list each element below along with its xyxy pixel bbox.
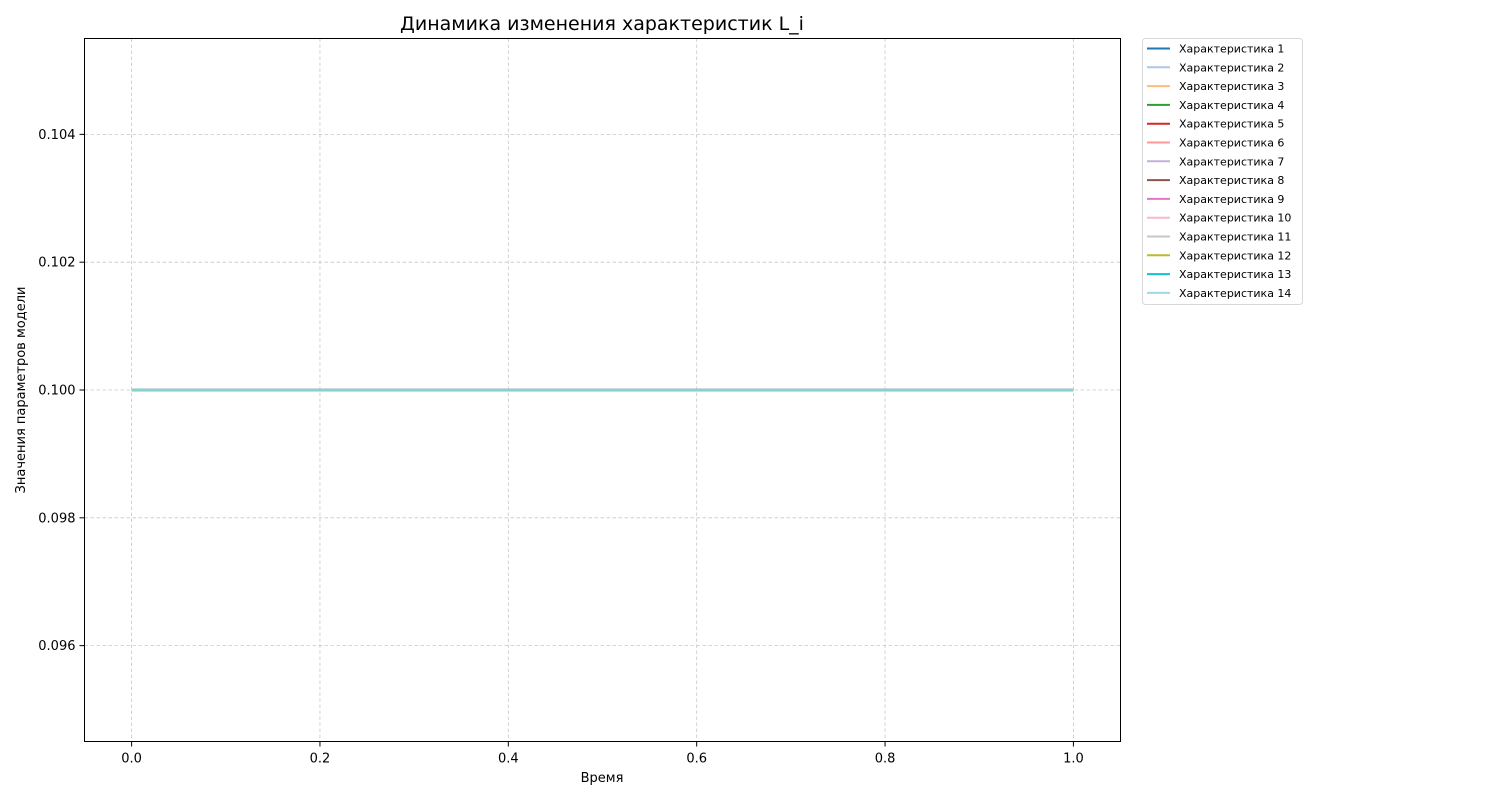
x-axis-ticks: 0.0 0.2 0.4 0.6 0.8 1.0 — [121, 741, 1084, 767]
x-tick-label: 1.0 — [1063, 752, 1084, 767]
legend-frame — [1142, 38, 1303, 305]
legend-label: Характеристика 13 — [1179, 268, 1291, 281]
legend-label: Характеристика 14 — [1179, 287, 1291, 300]
legend-label: Характеристика 11 — [1179, 231, 1291, 244]
legend-label: Характеристика 12 — [1179, 249, 1291, 262]
legend: Характеристика 1 Характеристика 2 Характер… — [1142, 38, 1303, 305]
y-tick-label: 0.098 — [38, 511, 75, 526]
y-axis-ticks: 0.096 0.098 0.100 0.102 0.104 — [38, 128, 85, 654]
legend-label: Характеристика 4 — [1179, 99, 1284, 112]
x-axis-label: Время — [581, 771, 624, 786]
x-tick-label: 0.2 — [310, 752, 331, 767]
x-tick-label: 0.4 — [498, 752, 519, 767]
legend-label: Характеристика 8 — [1179, 174, 1284, 187]
legend-label: Характеристика 3 — [1179, 80, 1284, 93]
legend-label: Характеристика 9 — [1179, 193, 1284, 206]
y-tick-label: 0.104 — [38, 128, 75, 143]
y-tick-label: 0.102 — [38, 256, 75, 271]
legend-label: Характеристика 6 — [1179, 137, 1284, 150]
legend-label: Характеристика 7 — [1179, 155, 1284, 168]
y-axis-label: Значения параметров модели — [14, 287, 29, 494]
chart-title: Динамика изменения характеристик L_i — [400, 13, 804, 35]
legend-label: Характеристика 10 — [1179, 212, 1291, 225]
x-tick-label: 0.8 — [875, 752, 896, 767]
legend-label: Характеристика 5 — [1179, 118, 1284, 131]
legend-label: Характеристика 1 — [1179, 43, 1284, 56]
x-tick-label: 0.6 — [686, 752, 707, 767]
legend-label: Характеристика 2 — [1179, 61, 1284, 74]
x-tick-label: 0.0 — [121, 752, 142, 767]
y-tick-label: 0.096 — [38, 639, 75, 654]
y-tick-label: 0.100 — [38, 384, 75, 399]
